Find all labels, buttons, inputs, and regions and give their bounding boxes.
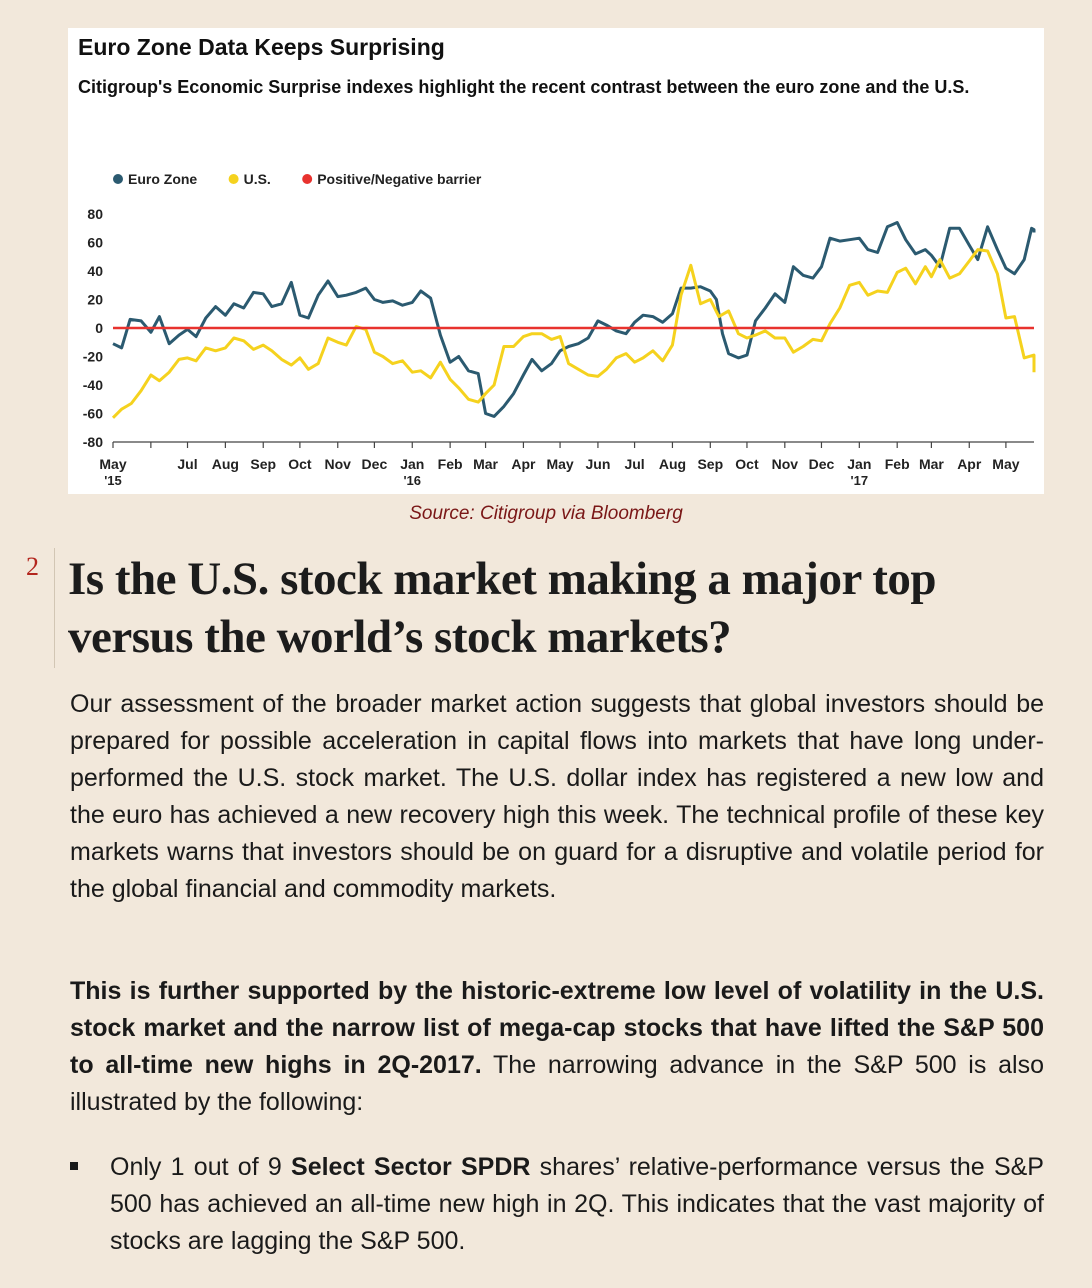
- y-tick-label: 0: [95, 320, 103, 336]
- x-tick-year-label: '17: [851, 473, 869, 488]
- x-tick-label: Feb: [438, 456, 463, 472]
- x-tick-label: Sep: [250, 456, 276, 472]
- x-tick-label: Oct: [735, 456, 759, 472]
- bullet-1-pre: Only 1 out of 9: [110, 1153, 292, 1181]
- x-tick-label: Jul: [624, 456, 644, 472]
- legend-label-0: Euro Zone: [128, 171, 197, 187]
- bullet-square-icon: [70, 1162, 78, 1170]
- x-tick-label: Oct: [288, 456, 312, 472]
- x-tick-label: May: [99, 456, 126, 472]
- legend-dot-1: [228, 174, 239, 184]
- x-tick-label: Jun: [585, 456, 610, 472]
- x-tick-label: Aug: [212, 456, 239, 472]
- y-tick-label: -20: [83, 349, 103, 365]
- x-tick-year-label: '15: [104, 473, 122, 488]
- paragraph-1: Our assessment of the broader market act…: [70, 690, 1044, 903]
- chart-title: Euro Zone Data Keeps Surprising: [78, 34, 445, 60]
- x-tick-label: Jul: [177, 456, 197, 472]
- bullet-item-1: Only 1 out of 9 Select Sector SPDR share…: [70, 1149, 1044, 1260]
- x-tick-label: Jan: [847, 456, 871, 472]
- x-tick-label: Dec: [809, 456, 835, 472]
- paragraph-2: This is further supported by the histori…: [70, 973, 1044, 1121]
- y-tick-label: -60: [83, 406, 103, 422]
- section-divider: [54, 548, 55, 668]
- bullet-1-bold: Select Sector SPDR: [291, 1153, 531, 1181]
- section-heading: Is the U.S. stock market making a major …: [68, 553, 937, 663]
- x-tick-label: Aug: [659, 456, 686, 472]
- paragraph-2-rest: The narrowing advance in the S&P 500 is …: [70, 1051, 1044, 1116]
- legend-label-2: Positive/Negative barrier: [317, 171, 482, 187]
- x-tick-year-label: '16: [403, 473, 421, 488]
- legend-label-1: U.S.: [244, 171, 271, 187]
- x-tick-label: Jan: [400, 456, 424, 472]
- x-tick-label: Nov: [325, 456, 352, 472]
- section-number: 2: [26, 552, 39, 581]
- x-tick-label: Apr: [511, 456, 536, 472]
- y-tick-label: -40: [83, 377, 103, 393]
- legend-dot-2: [302, 174, 313, 184]
- y-tick-label: 20: [87, 292, 103, 308]
- y-tick-label: -80: [83, 434, 103, 450]
- chart-subtitle: Citigroup's Economic Surprise indexes hi…: [78, 77, 970, 97]
- x-tick-label: May: [992, 456, 1019, 472]
- paragraph-2-bold: This is further supported by the histori…: [70, 977, 1044, 1079]
- x-tick-label: Apr: [957, 456, 982, 472]
- x-tick-label: Sep: [697, 456, 723, 472]
- x-tick-label: Dec: [362, 456, 388, 472]
- x-tick-label: Mar: [473, 456, 498, 472]
- legend-dot-0: [113, 174, 123, 184]
- chart-card: Euro Zone Data Keeps Surprising Citigrou…: [68, 28, 1044, 494]
- x-tick-label: Feb: [885, 456, 910, 472]
- bullet-1-post: shares’ relative-performance versus the …: [110, 1153, 1044, 1255]
- line-chart: Euro Zone U.S. Positive/Negative barrier 80…: [83, 171, 1036, 488]
- y-tick-label: 40: [87, 263, 103, 279]
- x-tick-label: May: [546, 456, 573, 472]
- series-line-0: [112, 221, 1036, 418]
- y-tick-label: 80: [87, 206, 103, 222]
- series-line-1: [111, 248, 1036, 419]
- y-tick-label: 60: [87, 235, 103, 251]
- x-tick-label: Mar: [919, 456, 944, 472]
- x-tick-label: Nov: [772, 456, 799, 472]
- bullet-list: Only 1 out of 9 Select Sector SPDR share…: [70, 1149, 1044, 1260]
- chart-source: Source: Citigroup via Bloomberg: [409, 503, 683, 524]
